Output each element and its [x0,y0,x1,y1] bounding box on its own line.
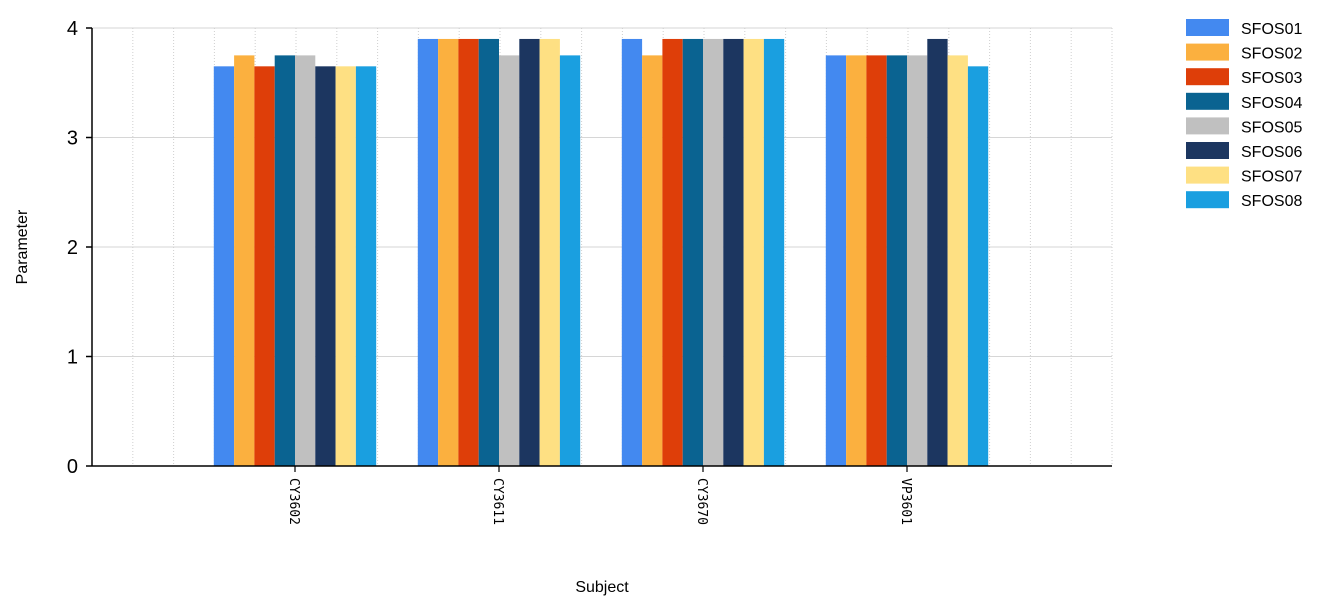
bar [213,66,235,466]
legend-label: SFOS08 [1241,193,1302,210]
legend-swatch [1186,142,1229,159]
legend-swatch [1186,191,1229,209]
bar [458,38,479,466]
bar [825,55,847,466]
bar [846,55,867,466]
legend-label: SFOS02 [1241,46,1302,63]
bar [478,38,499,466]
bar [662,38,683,466]
legend-label: SFOS06 [1241,144,1302,161]
bar [723,38,744,466]
bar [703,38,724,466]
bar [274,55,295,466]
bar [355,66,377,466]
x-axis-title: Subject [575,579,629,596]
y-tick-label: 1 [67,347,78,369]
legend-label: SFOS03 [1241,70,1302,87]
ticks-layer: 0 1 2 3 4 CY3602 CY3611 CY3670 VP3601 [67,18,913,525]
legend-label: SFOS05 [1241,119,1302,136]
legend-label: SFOS04 [1241,95,1302,112]
plot-area: 0 1 2 3 4 CY3602 CY3611 CY3670 VP3601 [67,18,1113,525]
y-axis-title: Parameter [14,209,31,284]
bar [559,55,581,466]
legend-label: SFOS07 [1241,169,1302,186]
bar [417,38,439,466]
legend-swatch [1186,43,1229,61]
legend-swatch [1186,117,1229,135]
bar [866,55,887,466]
x-tick-label: VP3601 [898,478,913,525]
y-tick-label: 3 [67,128,78,150]
bar [907,55,928,466]
bar [499,55,520,466]
bar [947,55,968,466]
bar [519,38,540,466]
bar [743,38,764,466]
x-tick-label: CY3602 [286,478,301,525]
bar [886,55,907,466]
legend-swatch [1186,19,1229,36]
y-tick-label: 0 [67,456,78,478]
x-tick-label: CY3611 [490,478,505,525]
legend-swatch [1186,68,1229,86]
legend-swatch [1186,166,1229,184]
bar [254,66,275,466]
bar [682,38,703,466]
bar [967,66,989,466]
y-tick-label: 2 [67,237,78,259]
bar [335,66,356,466]
bar [539,38,560,466]
y-tick-label: 4 [67,18,78,40]
bar [642,55,663,466]
legend-swatch [1186,92,1229,110]
x-tick-label: CY3670 [694,478,709,525]
bars-layer [213,38,989,466]
bar [315,66,336,466]
bar [927,38,948,466]
bar [234,55,255,466]
bar [295,55,316,466]
bar [621,38,643,466]
legend: SFOS01 SFOS02 SFOS03 SFOS04 SFOS05 SFOS06 SFOS… [1186,19,1302,210]
legend-label: SFOS01 [1241,21,1302,38]
bar [438,38,459,466]
bar [763,38,785,466]
